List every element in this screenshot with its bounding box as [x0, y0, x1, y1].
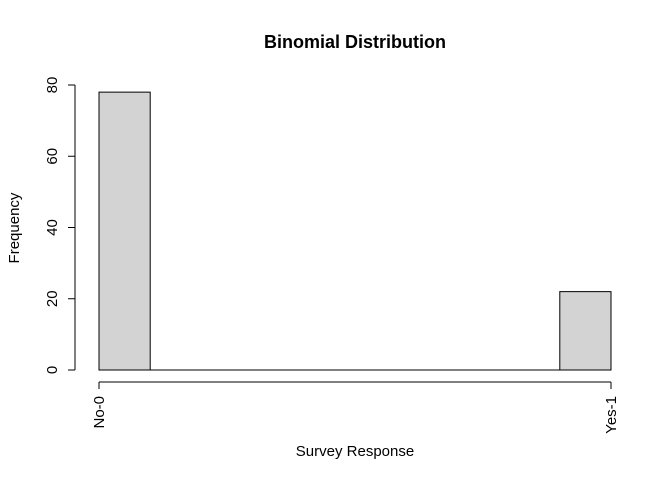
y-tick-label-4: 80 — [44, 77, 61, 94]
histogram-bar-9 — [559, 291, 612, 371]
plot-area: 0 20 40 60 80 No-0 Yes-1 — [44, 77, 620, 434]
y-tick-label-0: 0 — [44, 366, 61, 374]
y-axis-label: Frequency — [6, 192, 23, 263]
histogram-bar-0 — [98, 91, 151, 371]
y-tick-label-3: 60 — [44, 148, 61, 165]
x-tick-label-1: Yes-1 — [603, 396, 620, 434]
y-tick-label-1: 20 — [44, 290, 61, 307]
x-axis-label: Survey Response — [296, 443, 414, 460]
y-tick-label-2: 40 — [44, 219, 61, 236]
chart-title: Binomial Distribution — [264, 32, 446, 52]
x-tick-label-0: No-0 — [91, 396, 108, 429]
